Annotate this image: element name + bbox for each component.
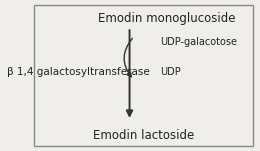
FancyBboxPatch shape — [34, 5, 253, 146]
Text: Emodin lactoside: Emodin lactoside — [93, 129, 194, 142]
Text: Emodin monoglucoside: Emodin monoglucoside — [98, 12, 236, 25]
Text: UDP-galacotose: UDP-galacotose — [160, 37, 237, 47]
Text: UDP: UDP — [160, 67, 181, 77]
Text: β 1,4 galactosyltransferase: β 1,4 galactosyltransferase — [7, 67, 150, 77]
